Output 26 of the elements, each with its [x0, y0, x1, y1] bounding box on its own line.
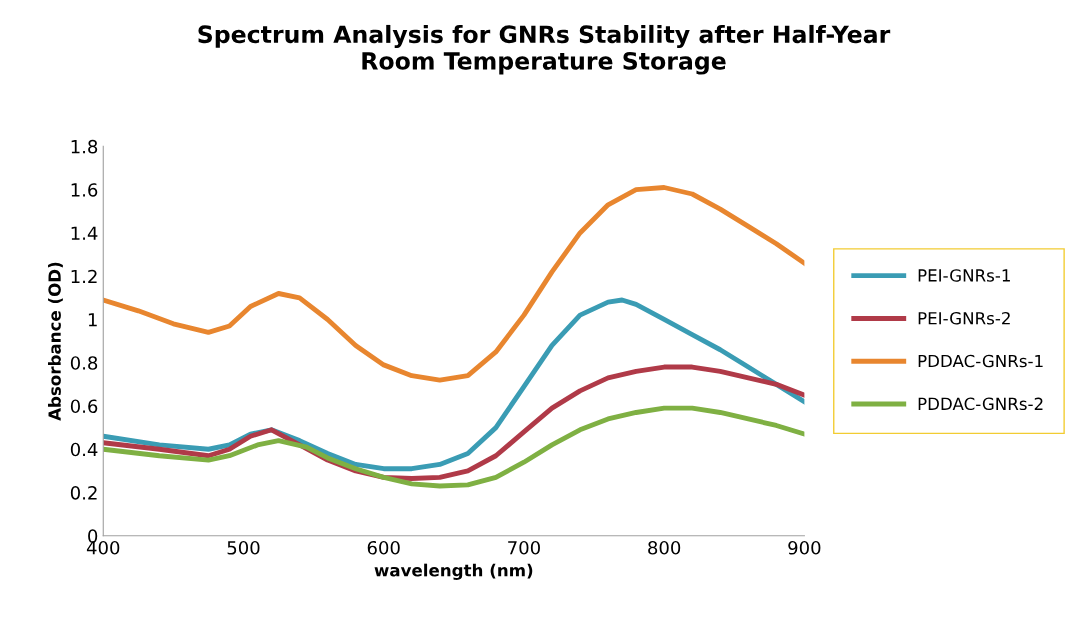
- legend-label: PEI-GNRs-1: [918, 269, 1010, 282]
- line-series: [103, 297, 805, 472]
- legend-label: PDDAC-GNRs-2: [918, 397, 1043, 411]
- y-tick-label: 1.6: [71, 183, 98, 197]
- y-tick-label: 1: [88, 313, 97, 327]
- legend-label: PDDAC-GNRs-1: [918, 354, 1043, 368]
- x-tick-label: 500: [227, 540, 260, 555]
- y-tick-label: 1.2: [71, 269, 97, 284]
- legend-label: PEI-GNRs-2: [918, 311, 1010, 325]
- y-tick-label: 0.4: [70, 442, 98, 457]
- y-tick-label: 0: [88, 529, 98, 543]
- x-tick-label: 400: [86, 540, 120, 555]
- y-tick-label: 1.8: [71, 139, 98, 154]
- x-axis-title: wavelength (nm): [374, 563, 533, 580]
- y-tick-label: 0.6: [70, 399, 98, 414]
- y-tick-label: 1.4: [71, 226, 98, 240]
- x-tick-label: 600: [367, 540, 400, 555]
- line-series: [103, 185, 805, 383]
- line-series: [103, 405, 805, 489]
- x-tick-label: 900: [788, 540, 821, 555]
- x-tick-label: 700: [508, 540, 540, 555]
- chart-title: Spectrum Analysis for GNRs Stability after Half-Year Room Temperature Storage: [198, 24, 891, 75]
- x-tick-label: 800: [648, 540, 681, 555]
- y-tick-label: 0.2: [70, 485, 97, 500]
- y-axis-title: Absorbance (OD): [48, 262, 63, 421]
- y-tick-label: 0.8: [70, 356, 98, 370]
